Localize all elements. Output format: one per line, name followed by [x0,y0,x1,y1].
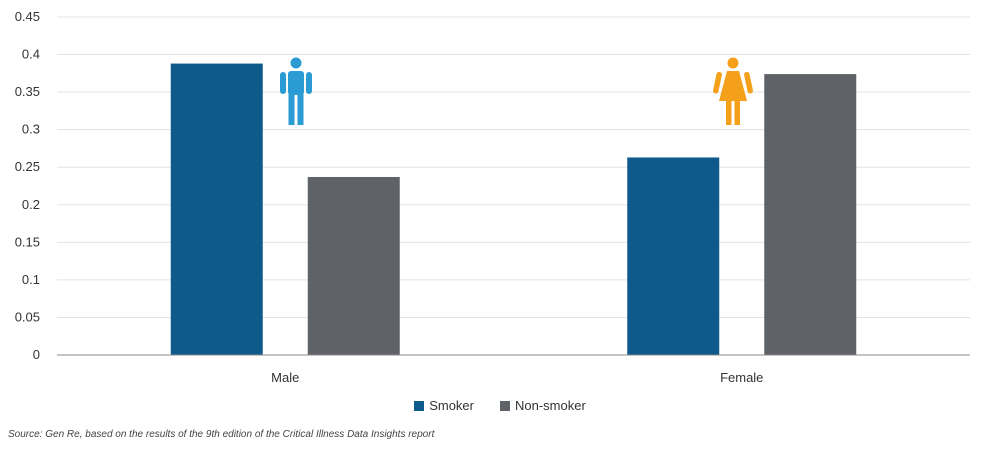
x-axis: Male Female [57,354,970,385]
male-arm-right [306,72,312,94]
female-arm-left [713,71,722,94]
male-torso [288,71,304,95]
legend-item-non-smoker[interactable]: Non-smoker [500,398,586,413]
female-dress [719,71,747,101]
male-arm-left [280,72,286,94]
bar-male-non-smoker [307,176,400,355]
legend-swatch-non-smoker [500,400,510,411]
bar-female-non-smoker [764,74,857,355]
bar-chart: 0 0.05 0.1 0.15 0.2 0.25 0.3 0.35 0.4 0.45 Male Fe… [15,9,970,385]
bar-female-smoker [627,157,720,355]
figure-icons [280,57,753,125]
female-arm-right [744,71,753,94]
y-tick-label: 0.2 [22,197,40,212]
male-figure-icon [280,57,312,125]
source-note: Source: Gen Re, based on the results of … [8,429,435,440]
y-tick-label: 0 [33,347,40,362]
y-tick-label: 0.35 [15,84,40,99]
bar-male-smoker [170,63,263,356]
y-tick-label: 0.15 [15,234,40,249]
legend-swatch-smoker [414,400,425,411]
bars [170,63,857,356]
legend-label-non-smoker: Non-smoker [515,398,586,413]
y-tick-label: 0.45 [15,9,40,24]
x-tick-label: Female [720,370,763,385]
y-tick-label: 0.25 [15,159,40,174]
male-head [290,57,302,69]
y-axis-ticks: 0 0.05 0.1 0.15 0.2 0.25 0.3 0.35 0.4 0.45 [15,9,40,362]
y-tick-label: 0.1 [22,272,40,287]
female-leg-left [726,100,732,125]
female-leg-right [734,100,740,125]
female-figure-icon [713,57,753,125]
male-leg-right [297,93,304,125]
x-tick-label: Male [271,370,299,385]
y-tick-label: 0.4 [22,47,40,62]
legend-item-smoker[interactable]: Smoker [414,398,474,413]
y-tick-label: 0.05 [15,309,40,324]
female-head [727,57,739,69]
legend: Smoker Non-smoker [0,398,1000,413]
y-tick-label: 0.3 [22,122,40,137]
male-leg-left [288,93,295,125]
legend-label-smoker: Smoker [429,398,474,413]
